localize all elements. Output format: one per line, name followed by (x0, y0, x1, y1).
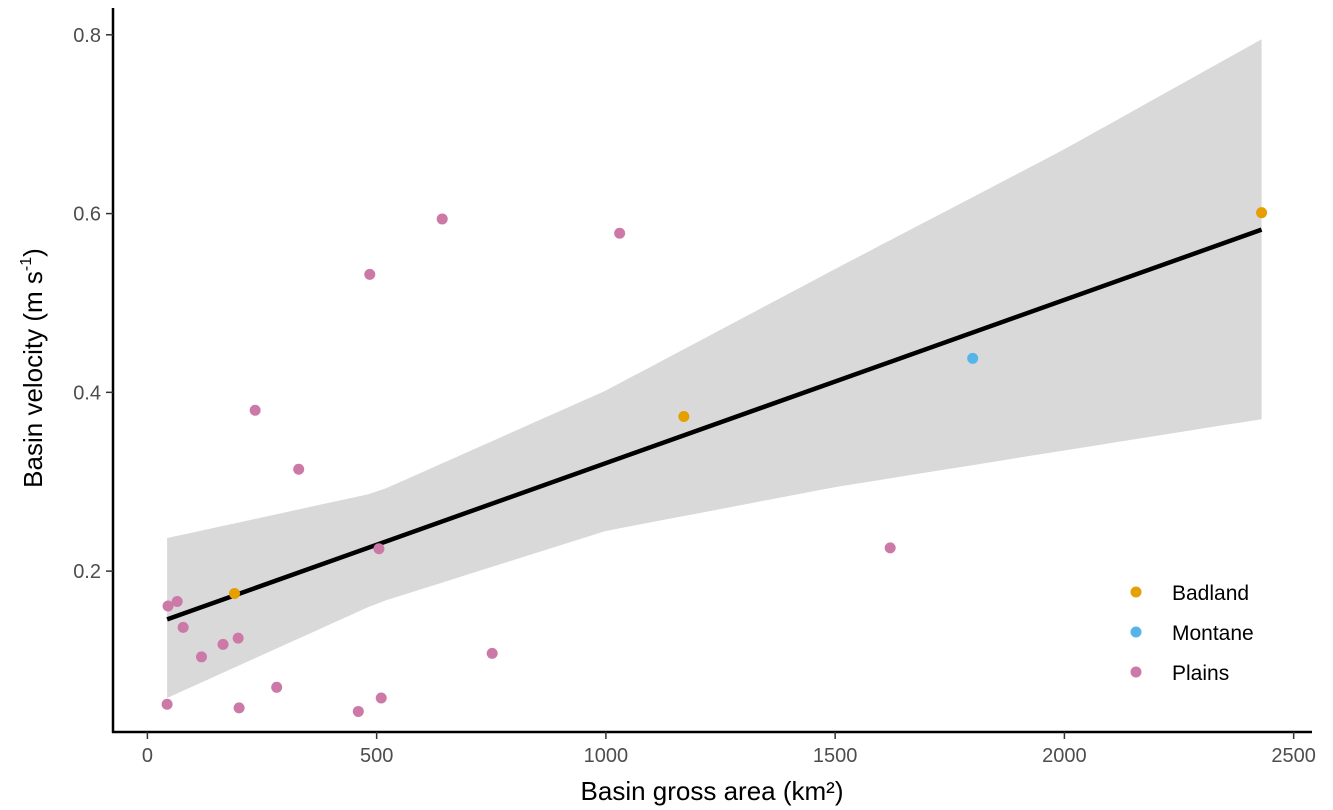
point-badland-2 (1256, 207, 1268, 219)
point-plains-7 (233, 702, 245, 714)
x-tick-label-0: 0 (142, 745, 153, 767)
confidence-band-layer (167, 39, 1262, 699)
legend-label-plains: Plains (1172, 662, 1229, 685)
legend-key-montane (1130, 626, 1142, 638)
point-plains-15 (436, 213, 448, 225)
legend-label-badland: Badland (1172, 582, 1249, 605)
x-tick-label-4: 2000 (1042, 745, 1087, 767)
y-axis-title-close: ) (18, 248, 48, 257)
y-axis-title: Basin velocity (m s-1) (18, 248, 48, 488)
axes-layer (111, 8, 1312, 734)
point-plains-10 (293, 463, 305, 475)
point-plains-2 (177, 621, 189, 633)
point-plains-12 (364, 268, 376, 280)
point-badland-1 (678, 410, 690, 422)
legend: Badland Montane Plains (1130, 582, 1254, 685)
point-plains-14 (375, 692, 387, 704)
point-plains-4 (217, 638, 229, 650)
point-plains-8 (249, 404, 261, 416)
confidence-band (167, 39, 1262, 699)
point-plains-18 (884, 542, 896, 554)
point-plains-13 (373, 543, 385, 555)
ticks-layer: 0 500 1000 1500 2000 2500 0.2 0.4 0.6 0.8 (73, 25, 1316, 767)
fit-line-layer (166, 227, 1263, 622)
point-plains-1 (171, 596, 183, 608)
point-plains-11 (352, 705, 364, 717)
point-plains-16 (486, 647, 498, 659)
point-plains-6 (161, 698, 173, 710)
y-axis-title-superscript: -1 (18, 257, 35, 271)
point-plains-3 (195, 651, 207, 663)
x-axis-title: Basin gross area (km²) (581, 776, 844, 806)
legend-key-plains (1130, 666, 1142, 678)
point-badland-0 (229, 587, 241, 599)
legend-key-badland (1130, 586, 1142, 598)
points-layer (161, 207, 1268, 717)
point-plains-0 (162, 600, 174, 612)
point-plains-9 (271, 681, 283, 693)
regression-line (166, 227, 1263, 622)
x-tick-label-1: 500 (360, 745, 393, 767)
y-axis-title-main: Basin velocity (m s (18, 271, 48, 488)
legend-label-montane: Montane (1172, 622, 1254, 645)
x-tick-label-5: 2500 (1271, 745, 1316, 767)
point-plains-17 (614, 227, 626, 239)
y-tick-label-3: 0.8 (73, 25, 101, 47)
y-tick-label-0: 0.2 (73, 561, 101, 583)
y-tick-label-2: 0.6 (73, 204, 101, 226)
y-tick-label-1: 0.4 (73, 382, 101, 404)
x-tick-label-2: 1000 (584, 745, 629, 767)
point-plains-5 (232, 632, 244, 644)
point-montane-0 (967, 352, 979, 364)
x-tick-label-3: 1500 (813, 745, 858, 767)
